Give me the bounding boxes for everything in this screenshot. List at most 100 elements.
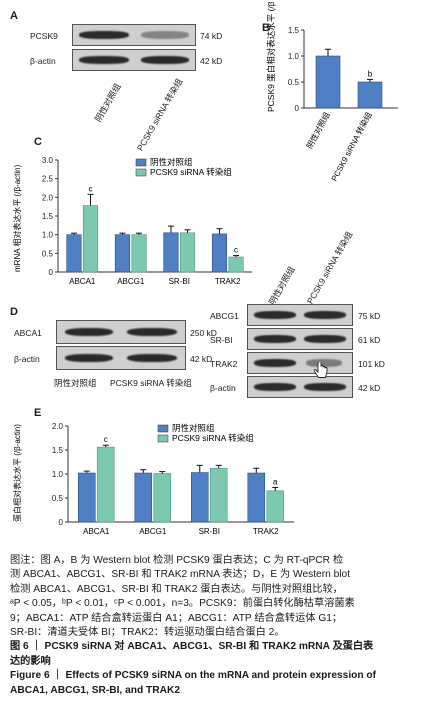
bar-control [191, 472, 209, 523]
panel-a-row1-protein: PCSK9 [30, 31, 58, 41]
caption-line: 9；ABCA1：ATP 结合盒转运蛋白 A1；ABCG1：ATP 结合盒转运体 … [10, 612, 343, 624]
panel-d-right-row3-mw: 101 kD [358, 359, 385, 369]
panel-d-right-row1-protein: ABCG1 [210, 311, 239, 321]
band [254, 335, 296, 343]
panel-a-row2-protein: β-actin [30, 56, 56, 66]
x-tick-label: TRAK2 [215, 277, 241, 286]
bar [357, 81, 383, 109]
x-tick-label: PCSK9 siRNA 转染组 [329, 110, 374, 182]
y-tick-label: 1.0 [288, 52, 300, 61]
panel-e-chart: 0 0.5 1.0 1.5 2.0 c ABCA1 ABCG1 SR-BI a TRAK2 阴性对照组… [12, 422, 294, 536]
panel-a-letter: A [10, 10, 18, 22]
bar-sirna [228, 256, 244, 273]
legend-label: PCSK9 siRNA 转染组 [172, 433, 254, 443]
panel-a-row1-mw: 74 kD [200, 31, 223, 41]
band [254, 383, 296, 391]
caption-line: 测 ABCA1、ABCG1、SR-BI 和 TRAK2 mRNA 表达；D，E … [10, 569, 351, 581]
bar-control [78, 472, 96, 523]
bar-sirna [82, 205, 99, 273]
y-tick-label: 2.0 [52, 422, 64, 431]
bar-control [211, 233, 228, 273]
legend-label: 阴性对照组 [172, 423, 215, 433]
bar-control [134, 472, 153, 523]
panel-d-left-lane-2: PCSK9 siRNA 转染组 [110, 378, 192, 388]
panel-d-left-lane-1: 阴性对照组 [54, 378, 97, 388]
panel-a-blot-pcsk9 [72, 24, 196, 46]
caption-title-en: ABCA1, ABCG1, SR-BI, and TRAK2 [10, 684, 180, 696]
significance-label: c [234, 246, 238, 255]
y-tick-label: 1.5 [52, 446, 64, 455]
band [79, 56, 129, 64]
x-tick-label: ABCA1 [69, 277, 96, 286]
y-tick-label: 1.0 [42, 231, 54, 240]
x-tick-label: ABCG1 [117, 277, 145, 286]
band [127, 353, 177, 363]
band [65, 327, 113, 337]
panel-d-letter: D [10, 306, 18, 318]
caption-title-cn: 图 6 ｜ PCSK9 siRNA 对 ABCA1、ABCG1、SR-BI 和 … [10, 641, 374, 653]
bar-sirna [266, 490, 285, 523]
panel-c-letter: C [34, 136, 42, 148]
y-axis-label: mRNA 相对表达水平 (/β-actin) [12, 164, 22, 272]
caption-line: 图注：图 A，B 为 Western blot 检测 PCSK9 蛋白表达；C … [10, 555, 344, 566]
panel-d-right-row3-protein: TRAK2 [210, 359, 238, 369]
panel-d-left-row2-mw: 42 kD [190, 354, 213, 364]
significance-label: b [368, 69, 373, 78]
panel-d-blot-actin-left [56, 346, 186, 370]
y-axis-label: 蛋白相对表达水平 (/β-actin) [12, 424, 22, 522]
panel-d-blot-abca1 [56, 320, 186, 344]
legend-swatch [157, 434, 169, 443]
bar-control [114, 234, 131, 273]
bar-sirna [131, 234, 147, 273]
bar-control [163, 232, 179, 273]
panel-a-lane-1: 阴性对照组 [92, 81, 123, 124]
panel-a-lane-2: PCSK9 siRNA 转染组 [134, 76, 185, 153]
bar-sirna [179, 232, 196, 273]
band [141, 56, 189, 64]
y-tick-label: 2.0 [42, 193, 54, 202]
caption-title-en: Figure 6 ｜ Effects of PCSK9 siRNA on the… [10, 670, 377, 682]
legend-label: 阴性对照组 [150, 157, 193, 167]
legend-swatch [135, 158, 147, 167]
y-tick-label: 0 [59, 518, 64, 527]
y-tick-label: 0.5 [42, 249, 54, 258]
bar-control [66, 234, 82, 273]
hand-cursor-icon [314, 362, 328, 378]
panel-d-right-lane-1: 阴性对照组 [266, 264, 297, 307]
significance-label: a [273, 477, 278, 486]
y-tick-label: 0.5 [52, 494, 64, 503]
panel-d-right-row4-mw: 42 kD [358, 383, 381, 393]
x-tick-label: ABCG1 [139, 527, 167, 536]
band [127, 327, 177, 337]
band [304, 335, 346, 343]
y-tick-label: 3.0 [42, 156, 54, 165]
panel-d-blot-actin-right [247, 376, 353, 398]
figure-caption: 图注：图 A，B 为 Western blot 检测 PCSK9 蛋白表达；C … [10, 554, 415, 698]
x-tick-label: SR-BI [199, 527, 220, 536]
band [306, 359, 342, 367]
legend-swatch [135, 168, 147, 177]
bar-sirna [209, 467, 228, 523]
caption-line: SR-BI：清道夫受体 BI；TRAK2：转运驱动蛋白结合蛋白 2。 [10, 627, 285, 639]
panel-d-right-row2-mw: 61 kD [358, 335, 381, 345]
panel-c-chart: 0 0.5 1.0 1.5 2.0 2.5 3.0 c ABCA1 ABCG1 SR-BI c TRAK… [12, 156, 252, 286]
y-tick-label: 1.5 [42, 212, 54, 221]
caption-title-cn: 达的影响 [10, 655, 51, 667]
band [254, 311, 296, 319]
panel-d-left-row1-mw: 250 kD [190, 328, 217, 338]
band [304, 311, 346, 319]
panel-d-right-row4-protein: β-actin [210, 383, 236, 393]
panel-a-blot-actin [72, 49, 196, 71]
bar-sirna [96, 446, 115, 523]
y-tick-label: 0 [49, 268, 54, 277]
y-tick-label: 0.5 [288, 78, 300, 87]
panel-d-right-row2-protein: SR-BI [210, 335, 233, 345]
x-tick-label: SR-BI [169, 277, 190, 286]
x-tick-label: TRAK2 [253, 527, 279, 536]
panel-d-right-row1-mw: 75 kD [358, 311, 381, 321]
y-tick-label: 1.0 [52, 470, 64, 479]
panel-e-letter: E [34, 407, 42, 419]
band [254, 359, 296, 367]
significance-label: c [89, 184, 93, 193]
